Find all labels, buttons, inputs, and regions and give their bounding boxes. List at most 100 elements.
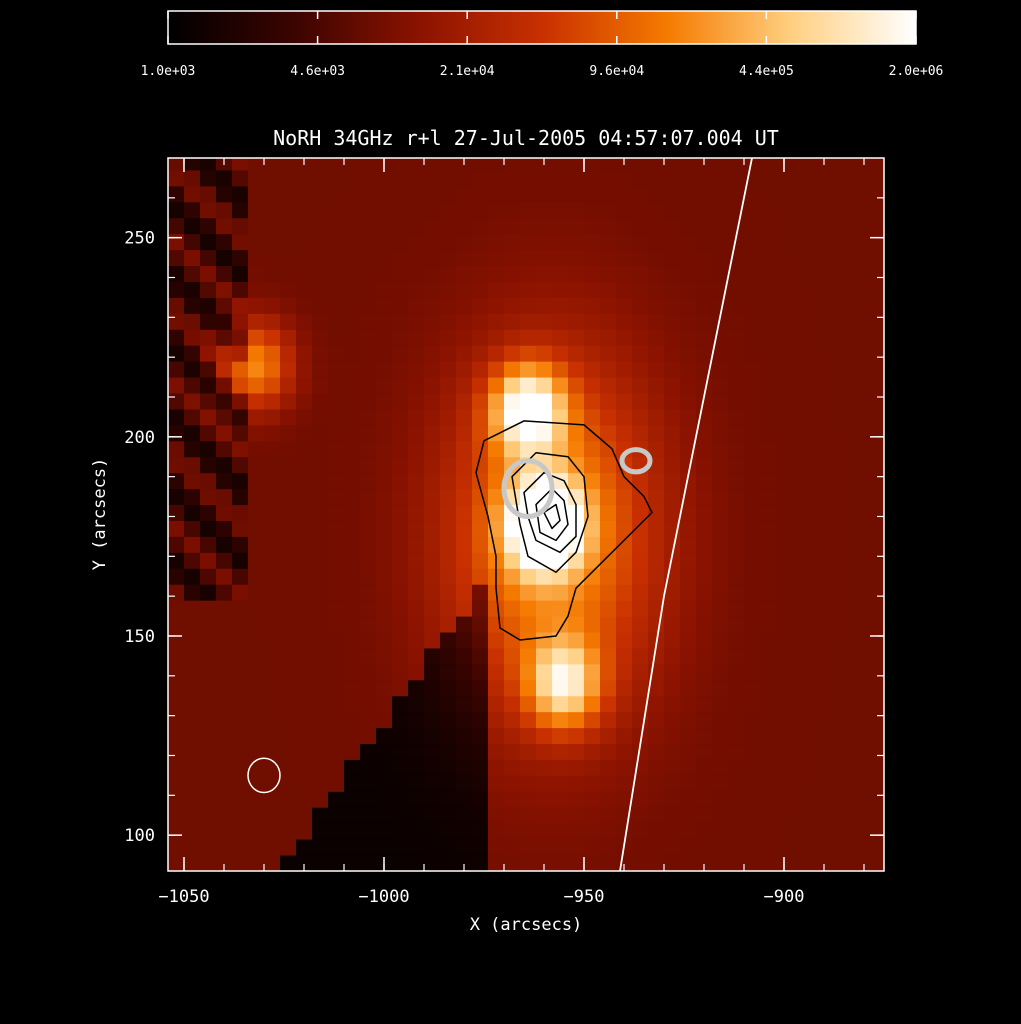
heatmap-cell — [360, 456, 377, 474]
heatmap-cell — [248, 169, 265, 187]
heatmap-cell — [264, 632, 281, 649]
heatmap-cell — [504, 329, 521, 346]
heatmap-cell — [840, 743, 857, 760]
heatmap-cell — [600, 552, 617, 569]
heatmap-cell — [264, 217, 281, 235]
heatmap-cell — [808, 408, 825, 426]
heatmap-cell — [456, 488, 473, 506]
heatmap-cell — [216, 743, 233, 760]
heatmap-cell — [280, 568, 297, 585]
heatmap-cell — [792, 759, 809, 776]
heatmap-cell — [472, 695, 489, 713]
heatmap-cell — [584, 839, 601, 856]
heatmap-cell — [488, 393, 505, 410]
heatmap-cell — [472, 233, 489, 251]
heatmap-cell — [744, 217, 761, 235]
heatmap-cell — [328, 345, 345, 362]
heatmap-cell — [840, 727, 857, 745]
heatmap-cell — [648, 408, 665, 426]
heatmap-cell — [696, 807, 713, 824]
heatmap-cell — [440, 185, 457, 203]
heatmap-cell — [328, 504, 345, 521]
heatmap-cell — [600, 185, 617, 203]
heatmap-cell — [584, 472, 601, 490]
heatmap-cell — [424, 393, 441, 410]
heatmap-cell — [392, 456, 409, 474]
heatmap-cell — [840, 759, 857, 776]
heatmap-cell — [440, 695, 457, 713]
heatmap-cell — [376, 711, 393, 729]
heatmap-cell — [808, 520, 825, 537]
heatmap-cell — [872, 679, 884, 697]
heatmap-cell — [824, 233, 841, 251]
x-tick-label: −900 — [764, 887, 805, 907]
heatmap-cell — [168, 408, 185, 426]
heatmap-cell — [200, 472, 217, 490]
heatmap-cell — [824, 807, 841, 824]
heatmap-cell — [168, 855, 185, 871]
heatmap-cell — [376, 759, 393, 776]
heatmap-cell — [168, 377, 185, 394]
heatmap-cell — [568, 855, 585, 871]
heatmap-cell — [776, 424, 793, 442]
heatmap-cell — [648, 536, 665, 553]
heatmap-cell — [584, 823, 601, 840]
heatmap-cell — [616, 536, 633, 553]
heatmap-cell — [616, 488, 633, 506]
heatmap-cell — [776, 663, 793, 681]
heatmap-cell — [248, 297, 265, 314]
heatmap-cell — [344, 488, 361, 506]
heatmap-cell — [632, 488, 649, 506]
heatmap-cell — [840, 823, 857, 840]
heatmap-cell — [856, 313, 873, 330]
heatmap-cell — [840, 520, 857, 537]
heatmap-cell — [504, 552, 521, 569]
heatmap-cell — [392, 377, 409, 394]
heatmap-cell — [696, 377, 713, 394]
heatmap-cell — [632, 329, 649, 346]
heatmap-cell — [680, 393, 697, 410]
heatmap-cell — [568, 361, 585, 378]
heatmap-cell — [840, 297, 857, 314]
heatmap-cell — [776, 185, 793, 203]
heatmap-cell — [680, 839, 697, 856]
heatmap-cell — [440, 158, 457, 171]
heatmap-cell — [296, 600, 313, 617]
heatmap-cell — [376, 743, 393, 760]
heatmap-cell — [328, 488, 345, 506]
heatmap-cell — [712, 313, 729, 330]
heatmap-cell — [680, 727, 697, 745]
heatmap-cell — [408, 329, 425, 346]
heatmap-cell — [568, 727, 585, 745]
heatmap-cell — [680, 201, 697, 219]
heatmap-cell — [776, 759, 793, 776]
heatmap-cell — [744, 855, 761, 871]
heatmap-cell — [328, 297, 345, 314]
heatmap-cell — [600, 584, 617, 601]
heatmap-cell — [440, 632, 457, 649]
heatmap-cell — [552, 456, 569, 474]
heatmap-cell — [344, 632, 361, 649]
heatmap-cell — [184, 839, 201, 856]
heatmap-cell — [696, 472, 713, 490]
heatmap-cell — [520, 536, 537, 553]
heatmap-cell — [392, 265, 409, 282]
heatmap-cell — [312, 408, 329, 426]
heatmap-cell — [472, 536, 489, 553]
heatmap-cell — [808, 424, 825, 442]
heatmap-cell — [376, 695, 393, 713]
heatmap-cell — [840, 281, 857, 298]
heatmap-cell — [712, 249, 729, 267]
heatmap-cell — [360, 488, 377, 506]
heatmap-cell — [456, 313, 473, 330]
heatmap-cell — [808, 584, 825, 601]
heatmap-cell — [216, 297, 233, 314]
heatmap-cell — [264, 807, 281, 824]
heatmap-cell — [376, 440, 393, 458]
heatmap-cell — [408, 265, 425, 282]
heatmap-cell — [744, 281, 761, 298]
heatmap-cell — [280, 520, 297, 537]
heatmap-cell — [344, 201, 361, 219]
heatmap-cell — [232, 632, 249, 649]
heatmap-cell — [456, 600, 473, 617]
